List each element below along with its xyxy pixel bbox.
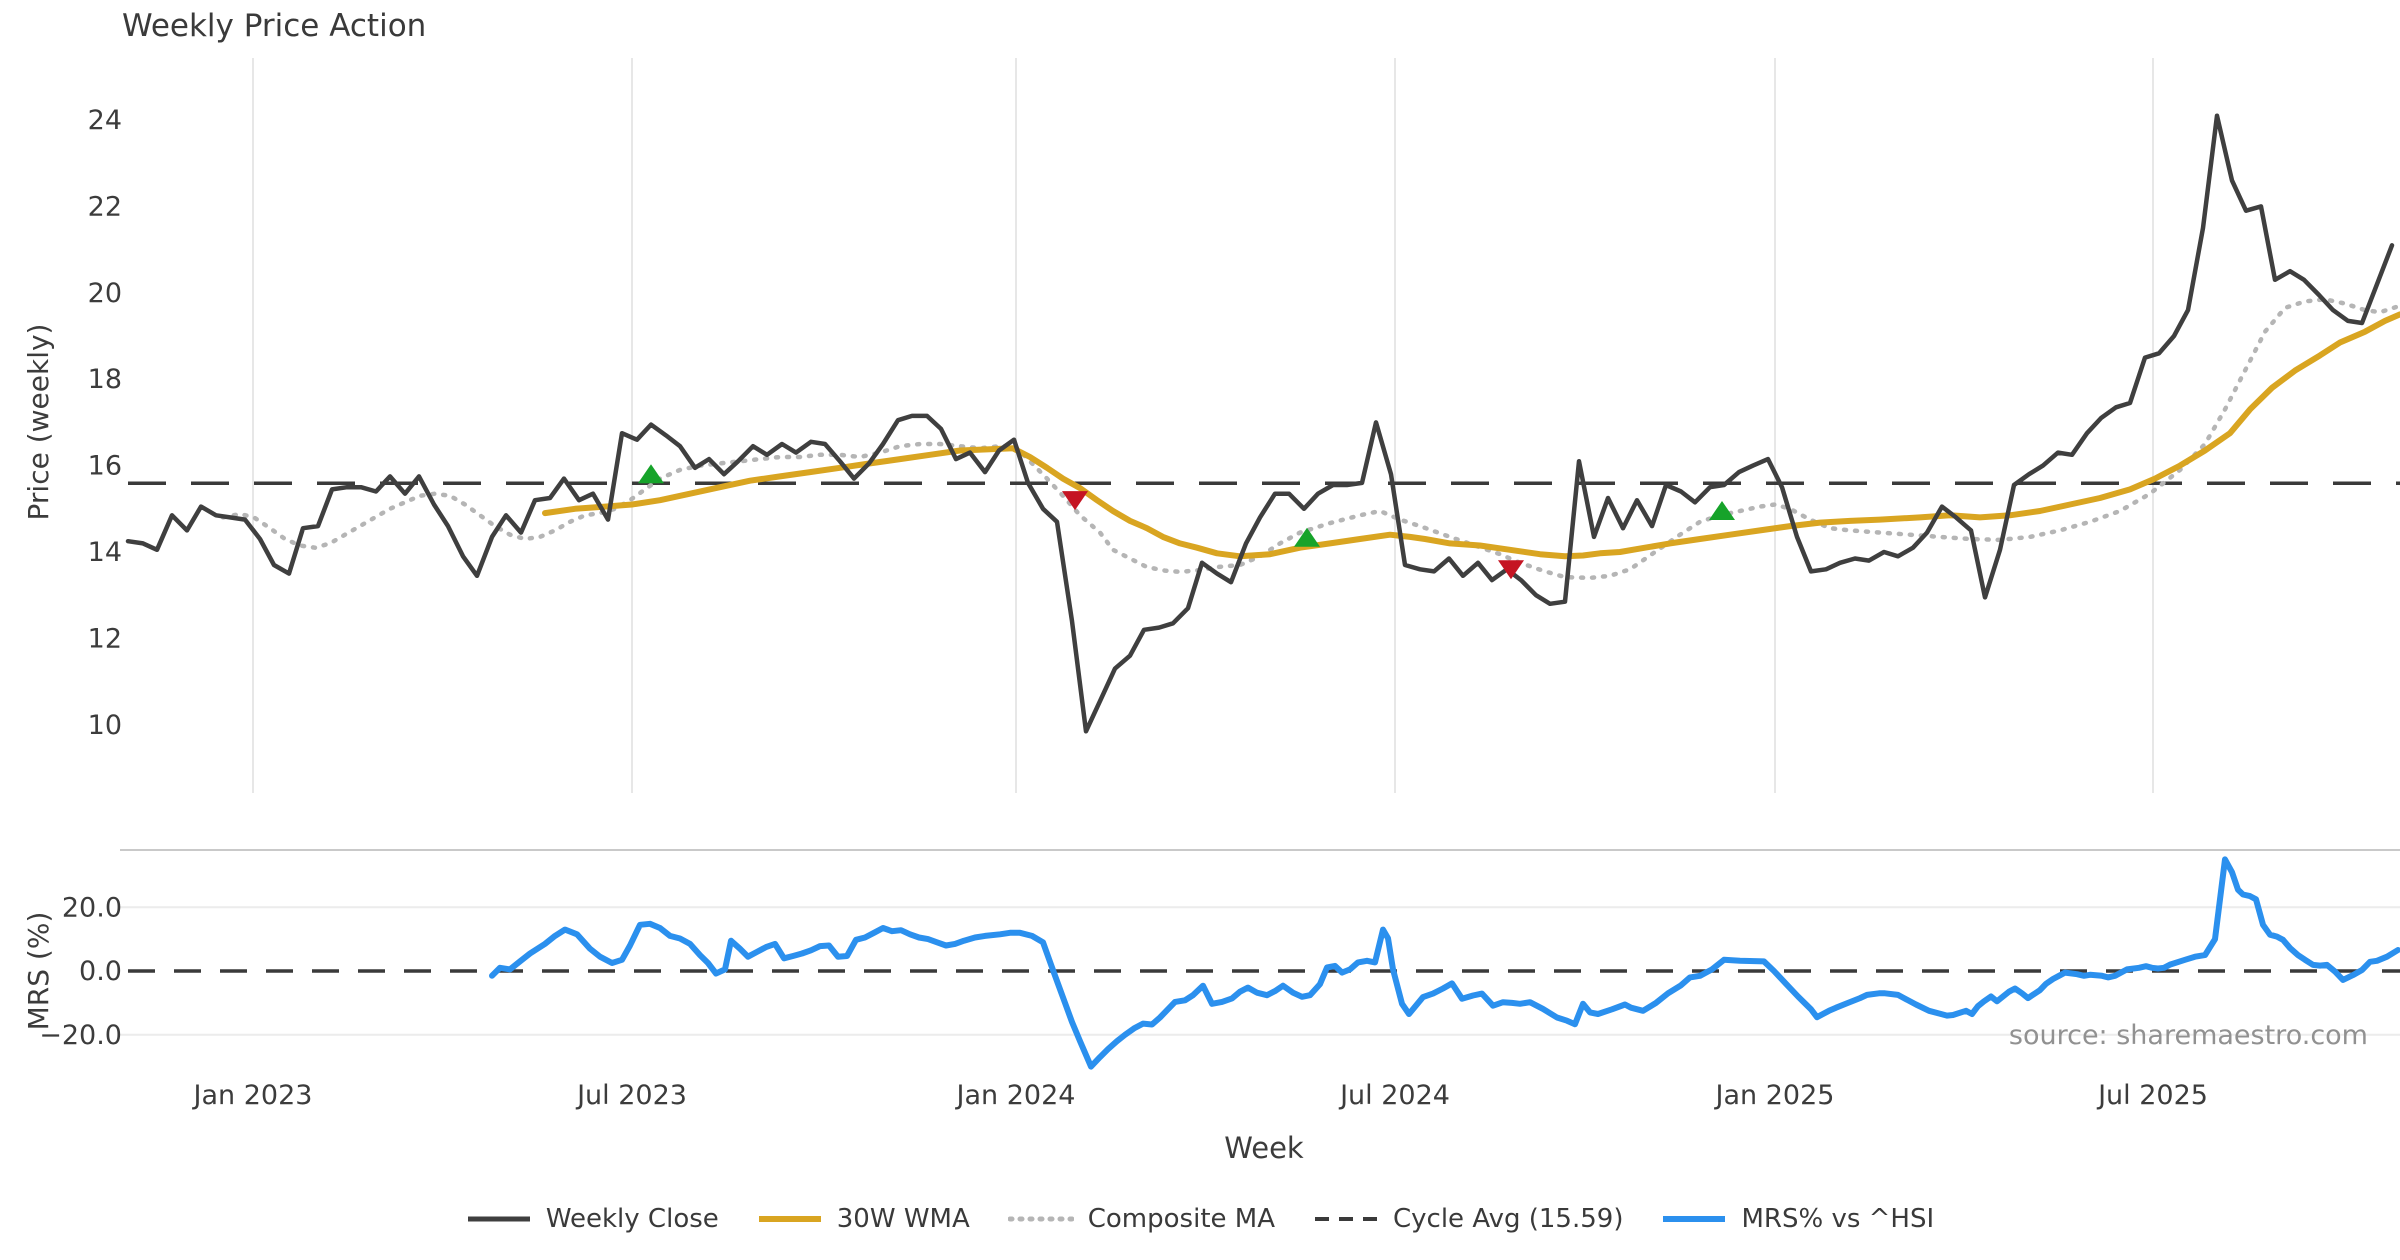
x-tick: Jul 2024	[1338, 1080, 1450, 1111]
buy-signal-marker	[1294, 527, 1320, 547]
weekly-close-line	[125, 113, 2395, 734]
axis-tick-labels: 24 22 20 18 16 14 12 10 20.0 0.0 −20.0 Jan 2023 Jul …	[39, 105, 2208, 1111]
sell-signal-marker	[1498, 560, 1524, 580]
legend-label: MRS% vs ^HSI	[1741, 1204, 1935, 1234]
price-ytick: 20	[88, 278, 122, 309]
x-tick: Jan 2024	[955, 1080, 1076, 1111]
x-tick: Jan 2023	[192, 1080, 313, 1111]
price-panel-gridlines	[252, 58, 2154, 793]
legend-line-swatch	[1007, 1216, 1074, 1222]
mrs-ytick: 0.0	[79, 956, 122, 987]
wma-30w-line	[542, 311, 2400, 560]
price-ytick: 22	[88, 191, 122, 222]
legend-item-weekly-close: Weekly Close	[466, 1204, 719, 1234]
mrs-axis-title: MRS (%)	[22, 912, 55, 1031]
price-ytick: 12	[88, 623, 122, 654]
legend-line-swatch	[758, 1216, 821, 1222]
price-ytick: 14	[88, 537, 122, 568]
sell-signal-marker	[1062, 491, 1088, 511]
price-axis-title: Price (weekly)	[22, 324, 55, 521]
legend-item-composite-ma: Composite MA	[1007, 1204, 1275, 1234]
mrs-ytick: 20.0	[62, 892, 122, 923]
mrs-vs-hsi-line	[489, 856, 2400, 1070]
x-tick: Jul 2023	[575, 1080, 687, 1111]
source-attribution: source: sharemaestro.com	[2008, 1020, 2368, 1051]
x-tick: Jan 2025	[1714, 1080, 1835, 1111]
buy-signal-marker	[1709, 500, 1735, 520]
x-axis-title: Week	[1224, 1131, 1304, 1165]
legend-item-30w-wma: 30W WMA	[757, 1204, 970, 1234]
legend-label: Weekly Close	[545, 1204, 719, 1234]
legend-label: 30W WMA	[836, 1204, 970, 1234]
legend-item-cycle-avg-15-59: Cycle Avg (15.59)	[1313, 1204, 1623, 1234]
legend-item-mrs-vs-hsi: MRS% vs ^HSI	[1661, 1204, 1934, 1234]
buy-signal-marker	[638, 464, 664, 484]
mrs-series	[489, 856, 2400, 1070]
price-ytick: 16	[88, 451, 122, 482]
legend-line-swatch	[467, 1216, 530, 1222]
legend-line-swatch	[1315, 1217, 1377, 1221]
chart-title: Weekly Price Action	[122, 8, 427, 44]
price-ytick: 10	[88, 710, 122, 741]
mrs-ytick: −20.0	[39, 1020, 122, 1051]
legend-label: Composite MA	[1087, 1204, 1275, 1234]
mrs-panel	[120, 849, 2400, 1036]
chart-legend: Weekly Close 30W WMA Composite MA Cycle Avg…	[0, 1204, 2400, 1234]
price-ytick: 18	[88, 364, 122, 395]
x-tick: Jul 2025	[2096, 1080, 2208, 1111]
composite-ma-line	[220, 297, 2400, 581]
price-ytick: 24	[88, 105, 122, 136]
legend-label: Cycle Avg (15.59)	[1393, 1204, 1624, 1234]
price-panel	[125, 113, 2400, 734]
legend-line-swatch	[1663, 1216, 1726, 1222]
